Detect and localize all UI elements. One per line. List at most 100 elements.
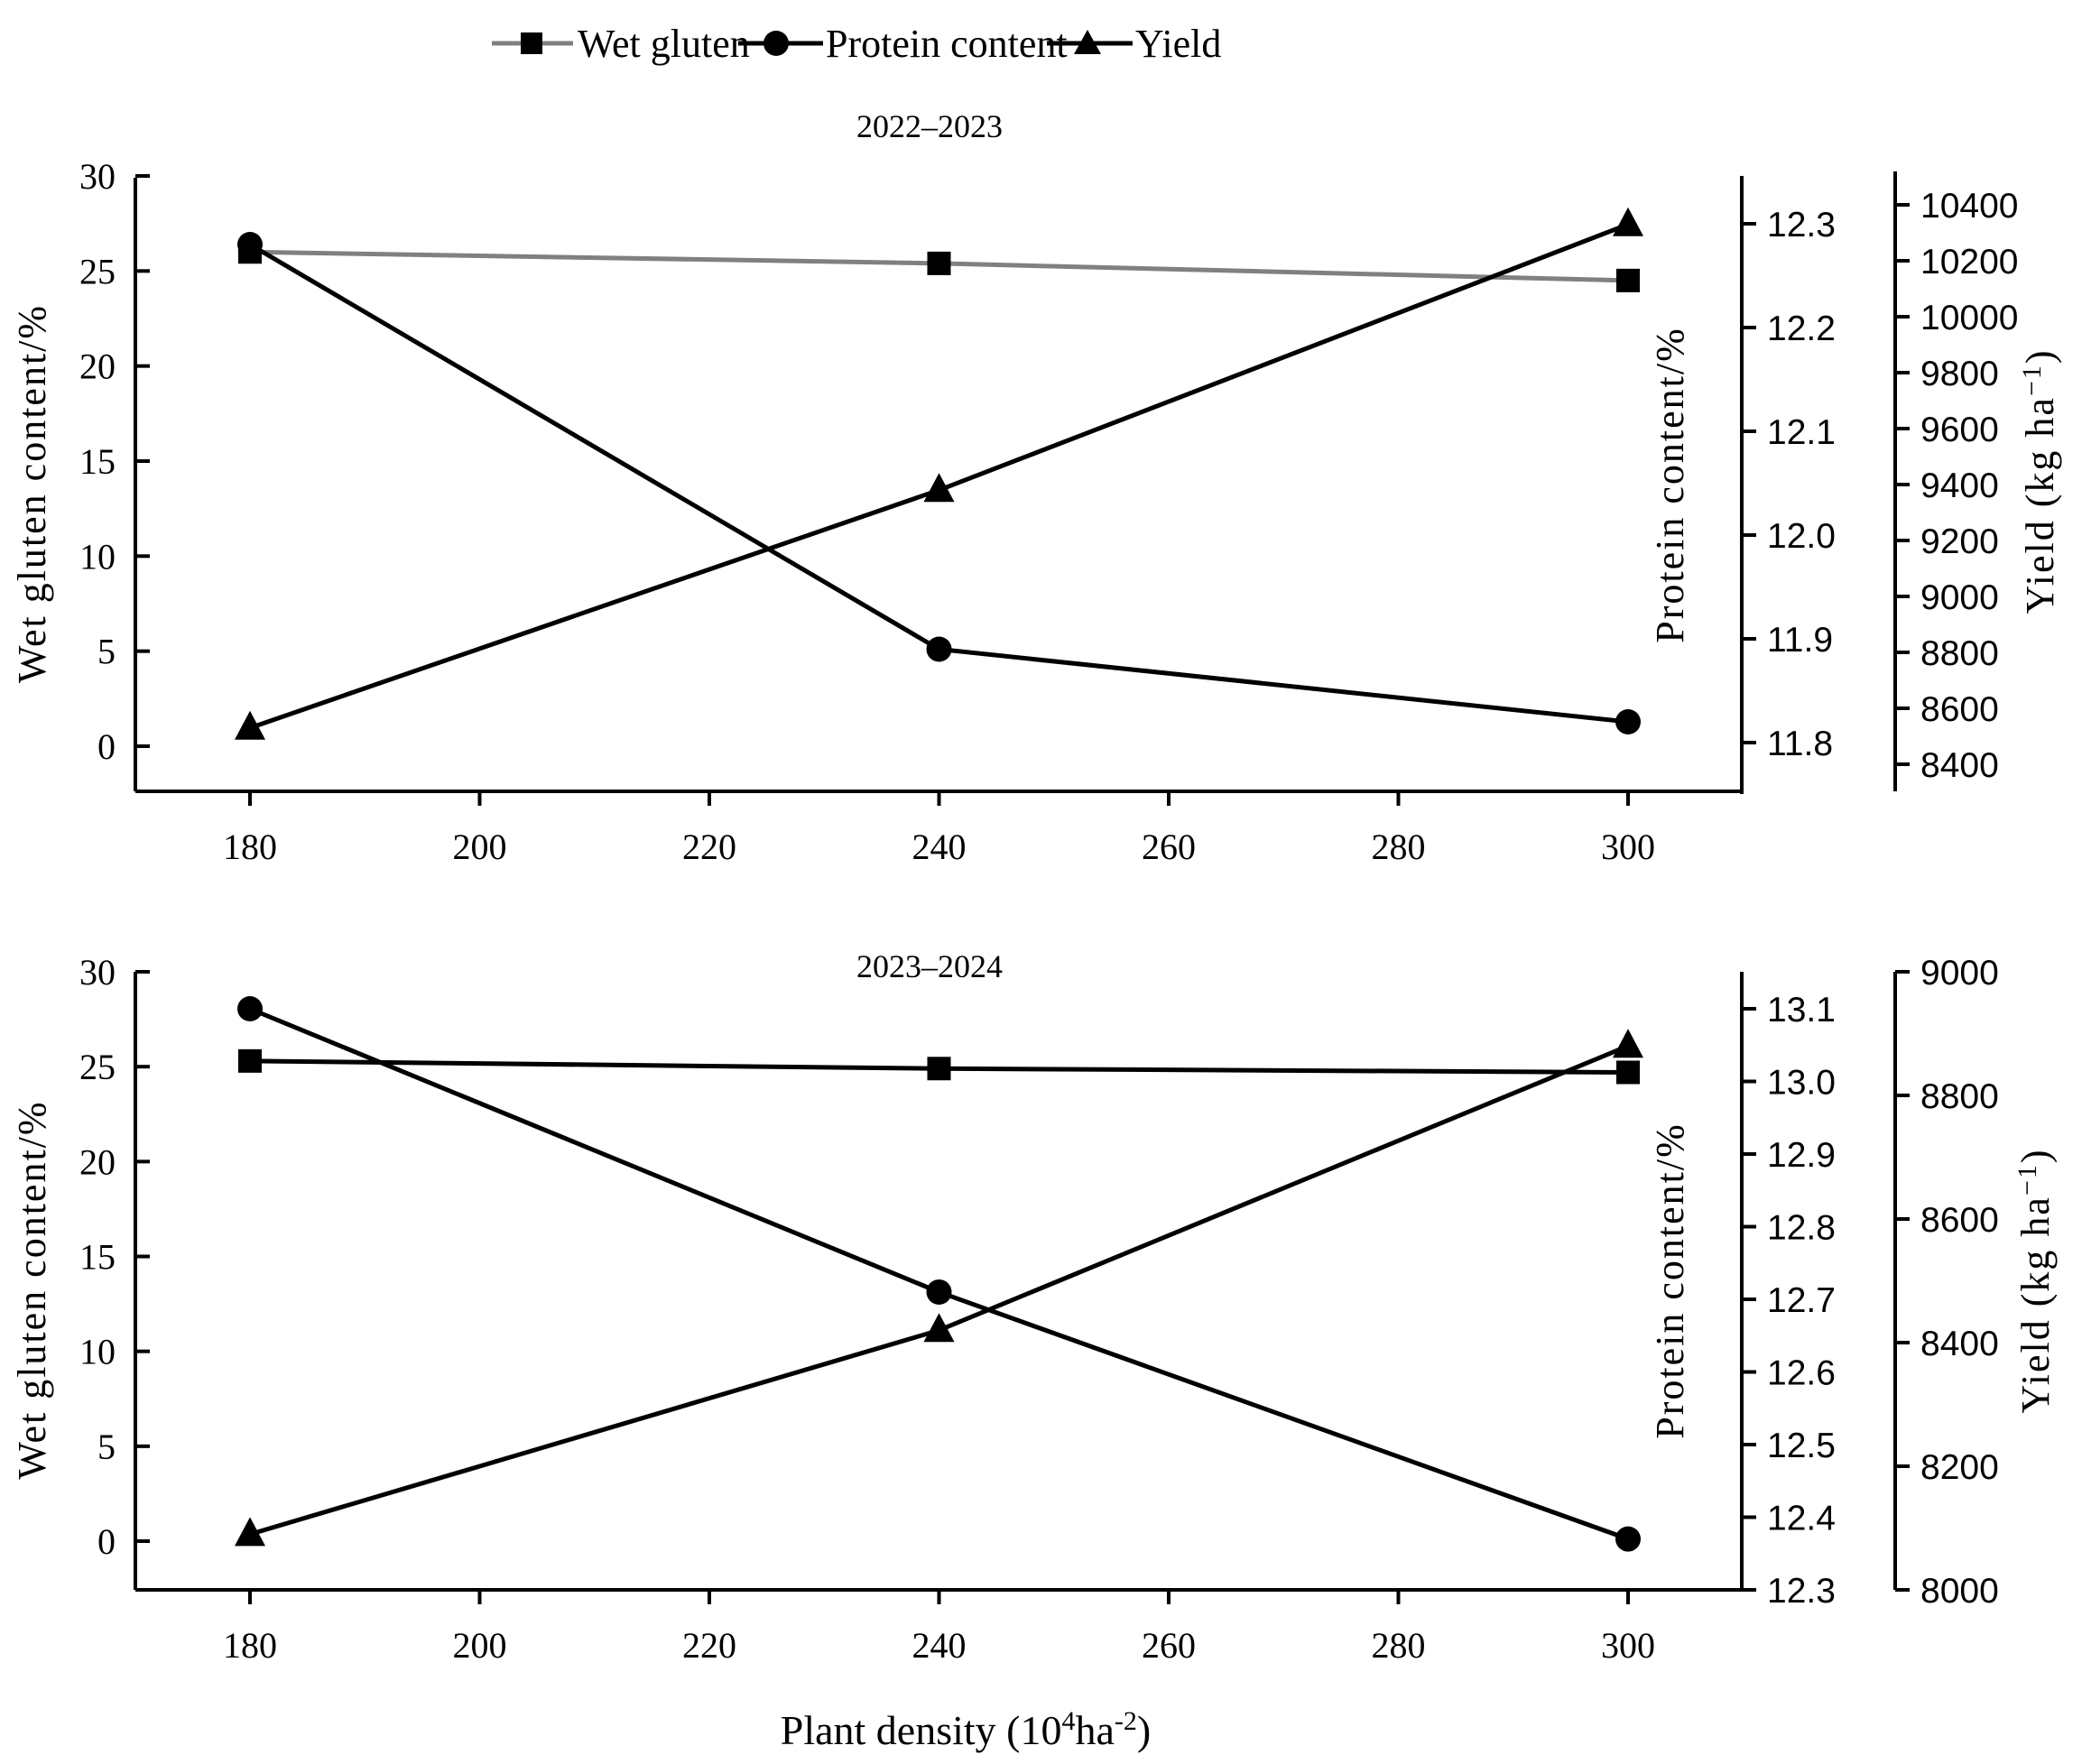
data-point-protein-content — [1615, 1526, 1641, 1552]
left-y-tick-label: 20 — [79, 346, 116, 387]
right-y-tick-label: 8800 — [1920, 634, 1999, 673]
mid-y-tick-label: 12.1 — [1767, 413, 1836, 452]
mid-y-tick-label: 12.8 — [1767, 1209, 1836, 1248]
panel-title: 2022–2023 — [856, 108, 1003, 144]
right-y-tick-label: 8400 — [1920, 746, 1999, 785]
right-y-tick-label: 9600 — [1920, 411, 1999, 449]
legend-triangle-marker — [1074, 30, 1101, 54]
data-point-yield — [1613, 207, 1643, 236]
data-point-wet-gluten — [1616, 1060, 1640, 1085]
data-point-wet-gluten — [927, 251, 951, 275]
x-tick-label: 280 — [1372, 1625, 1426, 1666]
data-point-wet-gluten — [927, 1057, 951, 1081]
x-tick-label: 240 — [912, 827, 967, 867]
x-title-sup2: -2 — [1115, 1706, 1137, 1736]
right-y-tick-label: 10000 — [1920, 299, 2018, 337]
right-y-tick-label: 8600 — [1920, 1201, 1999, 1240]
x-tick-label: 260 — [1142, 1625, 1196, 1666]
x-tick-label: 180 — [223, 1625, 277, 1666]
right-y-tick-label: 10200 — [1920, 243, 2018, 282]
x-title-suffix: ) — [1137, 1707, 1151, 1753]
x-title-sup1: 4 — [1062, 1706, 1076, 1736]
left-y-tick-label: 10 — [79, 1332, 116, 1372]
right-title-end: ) — [2018, 348, 2062, 364]
x-tick-label: 220 — [682, 827, 736, 867]
x-tick-label: 220 — [682, 1625, 736, 1666]
data-point-protein-content — [926, 636, 952, 662]
mid-y-tick-label: 12.6 — [1767, 1354, 1836, 1393]
mid-y-tick-label: 12.0 — [1767, 517, 1836, 556]
legend-label-yield: Yield — [1135, 22, 1221, 66]
right-title-main: Yield (kg ha — [2013, 1196, 2058, 1414]
right-y-axis-title: Yield (kg ha−1) — [2013, 1148, 2058, 1413]
right-y-tick-label: 9000 — [1920, 578, 1999, 617]
x-tick-label: 260 — [1142, 827, 1196, 867]
x-tick-label: 300 — [1601, 1625, 1655, 1666]
legend-circle-marker — [763, 31, 789, 56]
chart-panel-2022-2023: 2022–2023 0 5 10 15 20 25 30 Wet gluten content/… — [10, 108, 2062, 867]
mid-y-tick-label: 12.3 — [1767, 1572, 1836, 1611]
data-point-protein-content — [1615, 709, 1641, 734]
left-y-tick-label: 0 — [97, 726, 116, 767]
x-tick-label: 300 — [1601, 827, 1655, 867]
mid-y-axis-title: Protein content/% — [1648, 327, 1692, 643]
left-y-tick-label: 20 — [79, 1141, 116, 1182]
right-y-axis-title: Yield (kg ha−1) — [2017, 348, 2062, 614]
mid-y-tick-label: 12.3 — [1767, 206, 1836, 245]
data-point-yield — [235, 1517, 265, 1547]
x-tick-label: 280 — [1372, 827, 1426, 867]
right-y-tick-label: 9800 — [1920, 355, 1999, 393]
x-axis-title: Plant density (104ha-2) — [781, 1706, 1152, 1753]
right-y-tick-label: 9400 — [1920, 466, 1999, 505]
legend-item-wet-gluten: Wet gluten — [492, 22, 750, 66]
left-y-tick-label: 5 — [97, 632, 116, 672]
data-point-yield — [923, 1313, 955, 1343]
chart-panel-2023-2024: 2023–2024 0 5 10 15 20 25 30 Wet gluten content/… — [10, 948, 2058, 1666]
right-y-tick-label: 9000 — [1920, 954, 1999, 993]
mid-y-tick-label: 12.5 — [1767, 1427, 1836, 1465]
left-y-tick-label: 30 — [79, 952, 116, 993]
x-tick-label: 200 — [453, 827, 507, 867]
mid-y-tick-label: 11.9 — [1767, 621, 1833, 660]
left-y-axis-title: Wet gluten content/% — [10, 304, 54, 683]
right-y-tick-label: 8400 — [1920, 1325, 1999, 1363]
legend-label-protein-content: Protein content — [826, 22, 1068, 66]
legend: Wet gluten Protein content Yield — [492, 22, 1221, 66]
data-point-protein-content — [237, 232, 263, 257]
data-point-protein-content — [237, 996, 263, 1021]
right-title-main: Yield (kg ha — [2018, 396, 2062, 614]
right-y-tick-label: 8800 — [1920, 1077, 1999, 1116]
x-tick-label: 240 — [912, 1625, 967, 1666]
legend-item-protein-content: Protein content — [738, 22, 1068, 66]
left-y-tick-label: 0 — [97, 1521, 116, 1562]
right-title-end: ) — [2013, 1148, 2058, 1163]
mid-y-axis-title: Protein content/% — [1648, 1122, 1692, 1439]
right-y-tick-label: 8600 — [1920, 690, 1999, 729]
right-y-tick-label: 8200 — [1920, 1448, 1999, 1487]
data-point-yield — [1613, 1029, 1643, 1058]
series-line-protein-content — [249, 1006, 1629, 1542]
x-tick-label: 200 — [453, 1625, 507, 1666]
left-y-tick-label: 5 — [97, 1427, 116, 1467]
x-title-prefix: Plant density (10 — [781, 1707, 1062, 1753]
mid-y-tick-label: 12.2 — [1767, 309, 1836, 348]
mid-y-tick-label: 12.4 — [1767, 1500, 1836, 1538]
legend-square-marker — [521, 32, 542, 54]
mid-y-tick-label: 13.1 — [1767, 991, 1836, 1030]
left-y-tick-label: 25 — [79, 1047, 116, 1087]
left-y-tick-label: 15 — [79, 441, 116, 482]
data-point-protein-content — [926, 1279, 952, 1305]
data-point-wet-gluten — [1616, 268, 1640, 292]
right-title-sup: −1 — [2013, 1163, 2042, 1196]
mid-y-tick-label: 11.8 — [1767, 725, 1833, 763]
data-point-yield — [235, 710, 265, 740]
mid-y-tick-label: 13.0 — [1767, 1064, 1836, 1103]
panel-title: 2023–2024 — [856, 948, 1003, 984]
mid-y-tick-label: 12.7 — [1767, 1281, 1836, 1320]
mid-y-tick-label: 12.9 — [1767, 1136, 1836, 1175]
x-tick-label: 180 — [223, 827, 277, 867]
left-y-tick-label: 15 — [79, 1237, 116, 1278]
data-point-yield — [923, 473, 955, 503]
legend-label-wet-gluten: Wet gluten — [578, 22, 750, 66]
right-y-tick-label: 8000 — [1920, 1572, 1999, 1611]
